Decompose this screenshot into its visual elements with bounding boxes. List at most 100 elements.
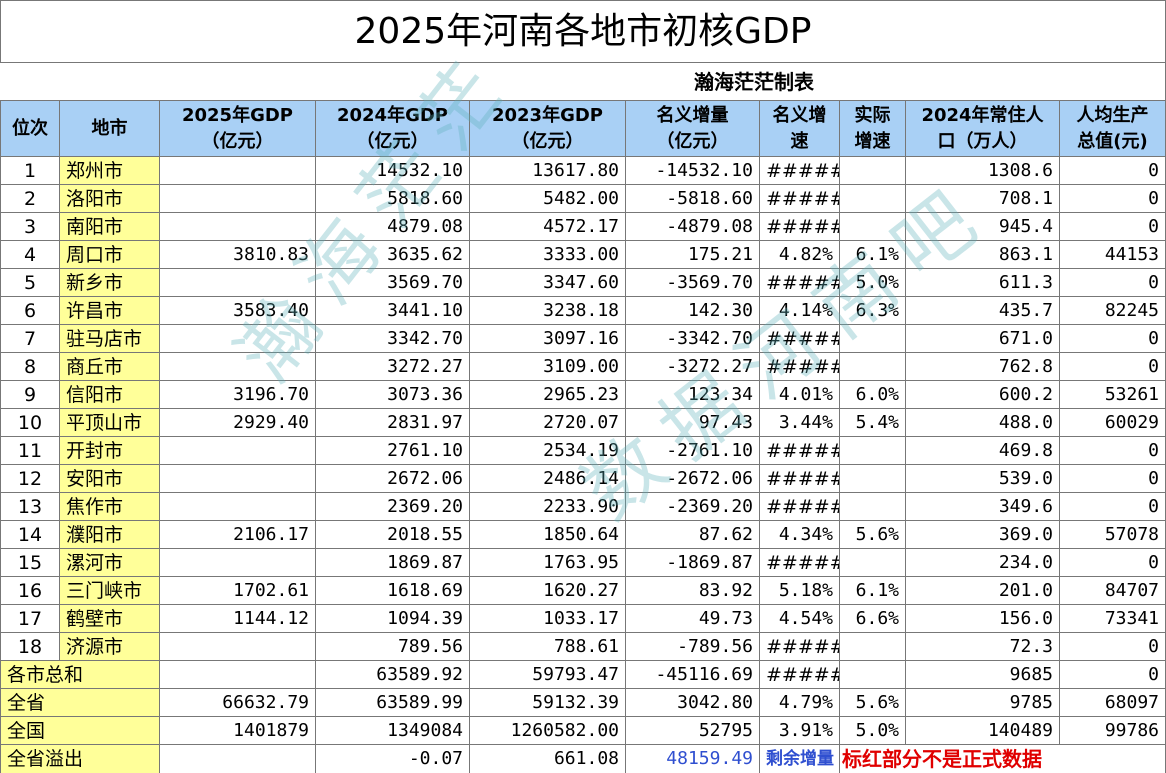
cell — [160, 493, 316, 521]
header-cell: 2023年GDP （亿元） — [470, 101, 626, 157]
summary-label: 各市总和 — [0, 661, 160, 689]
cell: 18 — [0, 633, 60, 661]
cell: 1618.69 — [316, 577, 470, 605]
cell: -5818.60 — [626, 185, 760, 213]
cell: 945.4 — [906, 213, 1060, 241]
header-cell: 位次 — [0, 101, 60, 157]
cell: 600.2 — [906, 381, 1060, 409]
cell: 13 — [0, 493, 60, 521]
cell — [840, 325, 906, 353]
cell: 788.61 — [470, 633, 626, 661]
cell: 1308.6 — [906, 157, 1060, 185]
cell: 140489 — [906, 717, 1060, 745]
cell: 11 — [0, 437, 60, 465]
cell: 6.6% — [840, 605, 906, 633]
cell: 97.43 — [626, 409, 760, 437]
note: 标红部分不是正式数据 — [840, 745, 1166, 773]
cell: 2672.06 — [316, 465, 470, 493]
cell — [160, 185, 316, 213]
cell: 14532.10 — [316, 157, 470, 185]
cell: 1620.27 — [470, 577, 626, 605]
cell: 234.0 — [906, 549, 1060, 577]
cell: 1702.61 — [160, 577, 316, 605]
cell: 3196.70 — [160, 381, 316, 409]
cell — [840, 157, 906, 185]
cell: 4.14% — [760, 297, 840, 325]
cell: 488.0 — [906, 409, 1060, 437]
cell: 1850.64 — [470, 521, 626, 549]
cell: 6.1% — [840, 577, 906, 605]
cell — [160, 157, 316, 185]
cell: -789.56 — [626, 633, 760, 661]
cell: 3.44% — [760, 409, 840, 437]
cell: 4572.17 — [470, 213, 626, 241]
cell: 1033.17 — [470, 605, 626, 633]
city: 漯河市 — [60, 549, 160, 577]
cell: 201.0 — [906, 577, 1060, 605]
cell — [160, 745, 316, 773]
cell: 1763.95 — [470, 549, 626, 577]
cell — [160, 465, 316, 493]
cell: -3569.70 — [626, 269, 760, 297]
cell: -14532.10 — [626, 157, 760, 185]
cell: 68097 — [1060, 689, 1166, 717]
cell: 3238.18 — [470, 297, 626, 325]
cell: 6.1% — [840, 241, 906, 269]
cell: 59132.39 — [470, 689, 626, 717]
cell: 0 — [1060, 325, 1166, 353]
cell: 2831.97 — [316, 409, 470, 437]
cell — [840, 633, 906, 661]
cell: ###### — [760, 157, 840, 185]
cell: 0 — [1060, 213, 1166, 241]
cell: 1349084 — [316, 717, 470, 745]
cell: ###### — [760, 213, 840, 241]
cell: 6.0% — [840, 381, 906, 409]
cell: 3 — [0, 213, 60, 241]
cell — [840, 493, 906, 521]
cell: 5.6% — [840, 689, 906, 717]
cell: 1144.12 — [160, 605, 316, 633]
city: 焦作市 — [60, 493, 160, 521]
cell: 9685 — [906, 661, 1060, 689]
cell: 611.3 — [906, 269, 1060, 297]
cell: 5818.60 — [316, 185, 470, 213]
cell: 863.1 — [906, 241, 1060, 269]
cell: 15 — [0, 549, 60, 577]
cell: 53261 — [1060, 381, 1166, 409]
cell: -2761.10 — [626, 437, 760, 465]
cell: 3.91% — [760, 717, 840, 745]
cell: ###### — [760, 493, 840, 521]
city: 信阳市 — [60, 381, 160, 409]
subtitle: 瀚海茫茫制表 — [0, 63, 1166, 101]
cell: 2965.23 — [470, 381, 626, 409]
cell: 2929.40 — [160, 409, 316, 437]
cell: -3272.27 — [626, 353, 760, 381]
cell: 0 — [1060, 185, 1166, 213]
cell: 剩余增量 — [760, 745, 840, 773]
cell: 671.0 — [906, 325, 1060, 353]
cell: 3097.16 — [470, 325, 626, 353]
cell: -4879.08 — [626, 213, 760, 241]
cell: 2534.19 — [470, 437, 626, 465]
cell: 8 — [0, 353, 60, 381]
cell: 2486.14 — [470, 465, 626, 493]
cell: 0 — [1060, 353, 1166, 381]
cell — [160, 437, 316, 465]
cell: 16 — [0, 577, 60, 605]
cell: 87.62 — [626, 521, 760, 549]
city: 鹤壁市 — [60, 605, 160, 633]
cell: ###### — [760, 661, 840, 689]
cell: 52795 — [626, 717, 760, 745]
cell: 10 — [0, 409, 60, 437]
cell: 1401879 — [160, 717, 316, 745]
cell: 5.4% — [840, 409, 906, 437]
cell: 2233.90 — [470, 493, 626, 521]
cell — [160, 325, 316, 353]
city: 许昌市 — [60, 297, 160, 325]
cell: 2 — [0, 185, 60, 213]
cell: 49.73 — [626, 605, 760, 633]
cell: 369.0 — [906, 521, 1060, 549]
cell: 73341 — [1060, 605, 1166, 633]
